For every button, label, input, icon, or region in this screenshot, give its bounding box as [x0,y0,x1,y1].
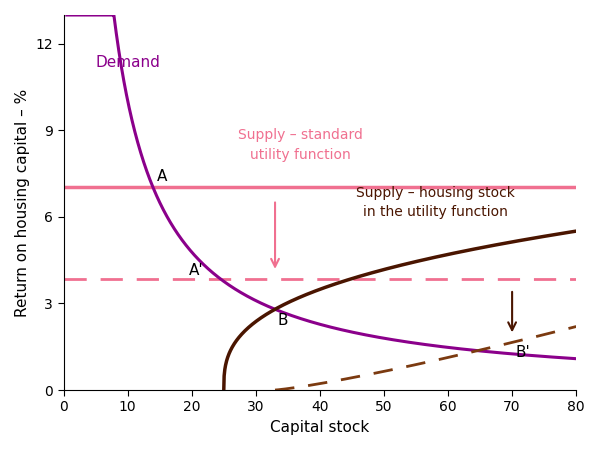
Text: A: A [157,169,167,184]
Text: B: B [278,313,288,328]
X-axis label: Capital stock: Capital stock [270,420,370,435]
Text: Supply – standard
utility function: Supply – standard utility function [238,128,363,162]
Text: A': A' [188,263,203,278]
Y-axis label: Return on housing capital – %: Return on housing capital – % [15,88,30,317]
Text: Demand: Demand [95,55,161,70]
Text: B': B' [515,345,530,360]
Text: Supply – housing stock
in the utility function: Supply – housing stock in the utility fu… [356,186,515,219]
